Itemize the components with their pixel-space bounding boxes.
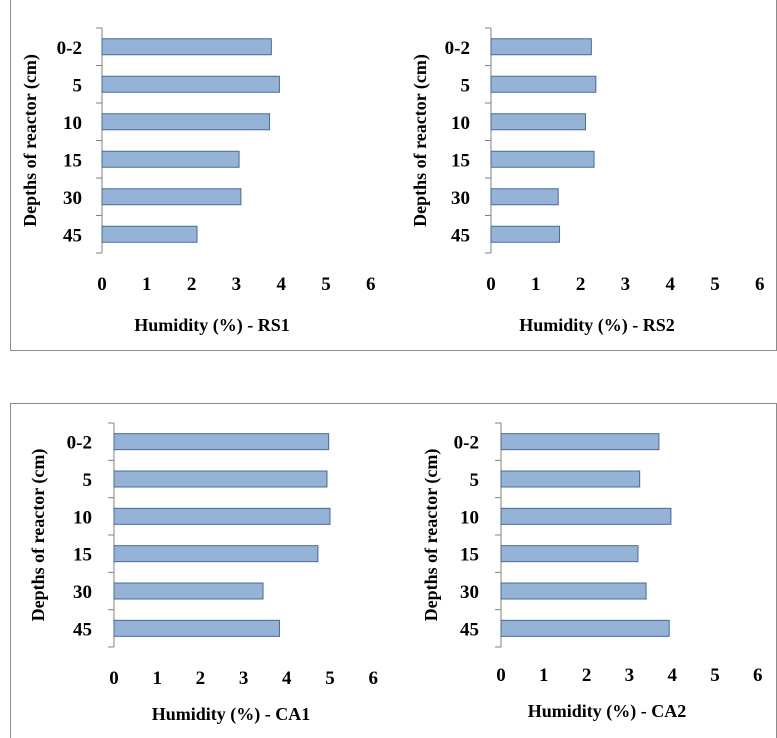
bar-rs1-5 <box>101 75 280 93</box>
category-label: 15 <box>451 150 470 171</box>
bar-ca1-0-2 <box>113 433 330 451</box>
x-tick-label: 2 <box>196 668 206 689</box>
x-tick-label: 1 <box>531 274 541 295</box>
top-panel-frame <box>10 0 777 351</box>
category-label: 45 <box>460 619 479 640</box>
x-tick-label: 5 <box>710 665 720 686</box>
x-tick-label: 2 <box>582 665 592 686</box>
category-label: 30 <box>460 582 479 603</box>
y-axis-title: Depths of reactor (cm) <box>28 449 49 622</box>
category-label: 5 <box>73 75 83 96</box>
category-label: 0-2 <box>67 433 92 454</box>
bar-rs1-0-2 <box>101 38 272 56</box>
category-label: 30 <box>451 188 470 209</box>
y-axis-title: Depths of reactor (cm) <box>20 54 41 227</box>
category-label: 0-2 <box>57 38 82 59</box>
bar-ca2-30 <box>500 582 647 600</box>
category-label: 0-2 <box>445 38 470 59</box>
category-label: 10 <box>63 113 82 134</box>
category-label: 10 <box>451 113 470 134</box>
bar-ca1-10 <box>113 507 331 525</box>
x-tick-label: 0 <box>486 274 496 295</box>
bar-rs2-0-2 <box>490 38 592 56</box>
bar-rs2-10 <box>490 113 587 131</box>
x-axis-title: Humidity (%) - RS1 <box>134 315 290 336</box>
bar-rs1-30 <box>101 188 242 206</box>
x-tick-label: 3 <box>239 668 249 689</box>
bar-rs1-15 <box>101 150 240 168</box>
category-label: 15 <box>63 150 82 171</box>
x-tick-label: 5 <box>321 274 331 295</box>
x-tick-label: 1 <box>142 274 152 295</box>
category-label: 15 <box>460 545 479 566</box>
bar-rs2-30 <box>490 188 559 206</box>
bar-ca2-5 <box>500 470 641 488</box>
bar-ca1-5 <box>113 470 328 488</box>
x-tick-label: 3 <box>621 274 631 295</box>
y-axis-title: Depths of reactor (cm) <box>410 54 431 227</box>
x-tick-label: 3 <box>232 274 242 295</box>
x-tick-label: 1 <box>539 665 549 686</box>
x-tick-label: 2 <box>576 274 586 295</box>
x-axis-title: Humidity (%) - CA1 <box>152 704 311 725</box>
bar-ca1-30 <box>113 582 264 600</box>
x-tick-label: 1 <box>152 668 162 689</box>
x-tick-label: 5 <box>710 274 720 295</box>
bar-ca1-15 <box>113 545 319 563</box>
x-tick-label: 3 <box>625 665 635 686</box>
x-tick-label: 4 <box>667 665 677 686</box>
x-tick-label: 6 <box>368 668 378 689</box>
x-tick-label: 6 <box>753 665 763 686</box>
x-tick-label: 4 <box>665 274 675 295</box>
bar-rs2-5 <box>490 75 597 93</box>
x-tick-label: 4 <box>282 668 292 689</box>
category-label: 30 <box>73 582 92 603</box>
bar-rs2-15 <box>490 150 595 168</box>
x-tick-label: 2 <box>187 274 197 295</box>
bar-rs2-45 <box>490 225 561 243</box>
category-label: 45 <box>63 225 82 246</box>
category-label: 15 <box>73 545 92 566</box>
x-tick-label: 6 <box>366 274 376 295</box>
category-label: 45 <box>73 619 92 640</box>
x-tick-label: 5 <box>325 668 335 689</box>
x-tick-label: 4 <box>276 274 286 295</box>
category-label: 0-2 <box>454 433 479 454</box>
bottom-panel-frame <box>10 403 777 738</box>
category-label: 5 <box>470 470 480 491</box>
x-tick-label: 0 <box>109 668 119 689</box>
category-label: 5 <box>461 75 471 96</box>
bar-ca2-10 <box>500 507 672 525</box>
x-axis-title: Humidity (%) - CA2 <box>528 701 687 722</box>
x-axis-title: Humidity (%) - RS2 <box>519 315 675 336</box>
bar-ca1-45 <box>113 619 280 637</box>
x-tick-label: 6 <box>755 274 765 295</box>
bar-ca2-45 <box>500 619 670 637</box>
bar-ca2-0-2 <box>500 433 660 451</box>
category-label: 10 <box>73 507 92 528</box>
bar-ca2-15 <box>500 545 639 563</box>
x-tick-label: 0 <box>496 665 506 686</box>
category-label: 5 <box>83 470 93 491</box>
bar-rs1-10 <box>101 113 271 131</box>
y-axis-title: Depths of reactor (cm) <box>421 449 442 622</box>
bar-rs1-45 <box>101 225 198 243</box>
category-label: 10 <box>460 507 479 528</box>
x-tick-label: 0 <box>97 274 107 295</box>
category-label: 30 <box>63 188 82 209</box>
category-label: 45 <box>451 225 470 246</box>
